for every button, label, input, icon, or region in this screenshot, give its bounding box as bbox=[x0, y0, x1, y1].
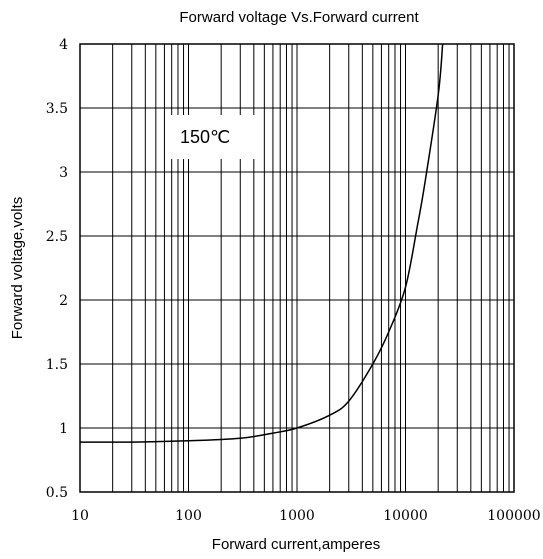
y-tick-labels: 0.5 1 1.5 2 2.5 3 3.5 4 bbox=[46, 37, 68, 501]
annotation-box bbox=[171, 115, 263, 159]
temperature-annotation: 150℃ bbox=[180, 127, 230, 147]
x-tick-label: 1000 bbox=[279, 508, 315, 524]
y-tick-label: 3.5 bbox=[46, 101, 68, 117]
y-tick-label: 4 bbox=[59, 37, 68, 53]
chart-title: Forward voltage Vs.Forward current bbox=[179, 9, 419, 26]
plot-frame bbox=[79, 43, 515, 493]
y-tick-label: 2.5 bbox=[46, 229, 68, 245]
y-tick-label: 0.5 bbox=[46, 485, 68, 501]
y-axis-label: Forward voltage,volts bbox=[9, 197, 26, 340]
x-tick-label: 100 bbox=[175, 508, 202, 524]
x-tick-label: 100000 bbox=[487, 508, 540, 524]
x-tick-label: 10000 bbox=[383, 508, 428, 524]
x-axis-label: Forward current,amperes bbox=[212, 536, 380, 553]
y-tick-label: 2 bbox=[59, 293, 68, 309]
y-tick-label: 3 bbox=[59, 165, 68, 181]
y-tick-label: 1.5 bbox=[46, 357, 68, 373]
y-tick-label: 1 bbox=[59, 421, 68, 437]
series-layer bbox=[79, 43, 444, 443]
series-line bbox=[79, 43, 444, 443]
grid bbox=[80, 44, 514, 492]
x-tick-label: 10 bbox=[71, 508, 89, 524]
x-tick-labels: 10 100 1000 10000 100000 bbox=[71, 508, 541, 524]
